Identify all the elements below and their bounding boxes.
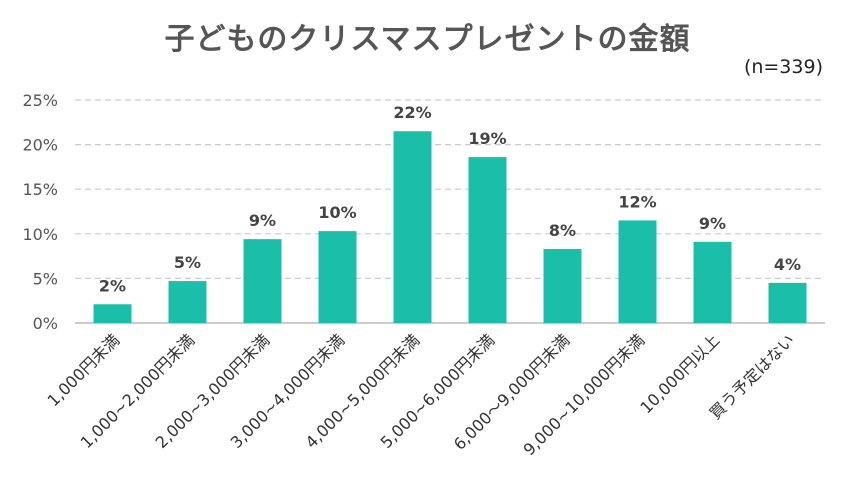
bar [768,282,807,323]
bar [468,157,507,323]
data-label: 12% [618,192,656,211]
y-tick-label: 25% [22,91,58,110]
chart-title: 子どものクリスマスプレゼントの金額 [164,22,691,57]
y-tick-label: 5% [33,269,58,288]
bar [318,231,357,323]
data-label: 9% [699,214,726,233]
y-tick-label: 15% [22,180,58,199]
y-tick-label: 0% [33,314,58,333]
x-tick-label: 1,000円未満 [44,330,124,410]
data-label: 8% [549,221,576,240]
y-tick-label: 20% [22,136,58,155]
y-tick-label: 10% [22,225,58,244]
bar [618,220,657,323]
bar [393,131,432,323]
data-labels: 2% 5% 9% 10% 22% 19% 8% 12% 9% 4% [99,103,801,295]
bar [543,248,582,323]
y-axis-ticks: 0% 5% 10% 15% 20% 25% [22,91,58,333]
data-label: 5% [174,253,201,272]
bar [168,281,207,323]
bar [693,241,732,323]
data-label: 22% [393,103,431,122]
data-label: 9% [249,211,276,230]
bar [93,304,132,323]
data-label: 10% [318,203,356,222]
data-label: 19% [468,129,506,148]
data-label: 2% [99,276,126,295]
bar [243,239,282,323]
x-axis-ticks: 1,000円未満1,000~2,000円未満2,000~3,000円未満3,00… [44,330,799,459]
data-label: 4% [774,255,801,274]
bars [93,131,807,323]
x-tick-label: 9,000~10,000円未満 [519,330,648,459]
sample-size-note: (n=339) [743,56,823,78]
